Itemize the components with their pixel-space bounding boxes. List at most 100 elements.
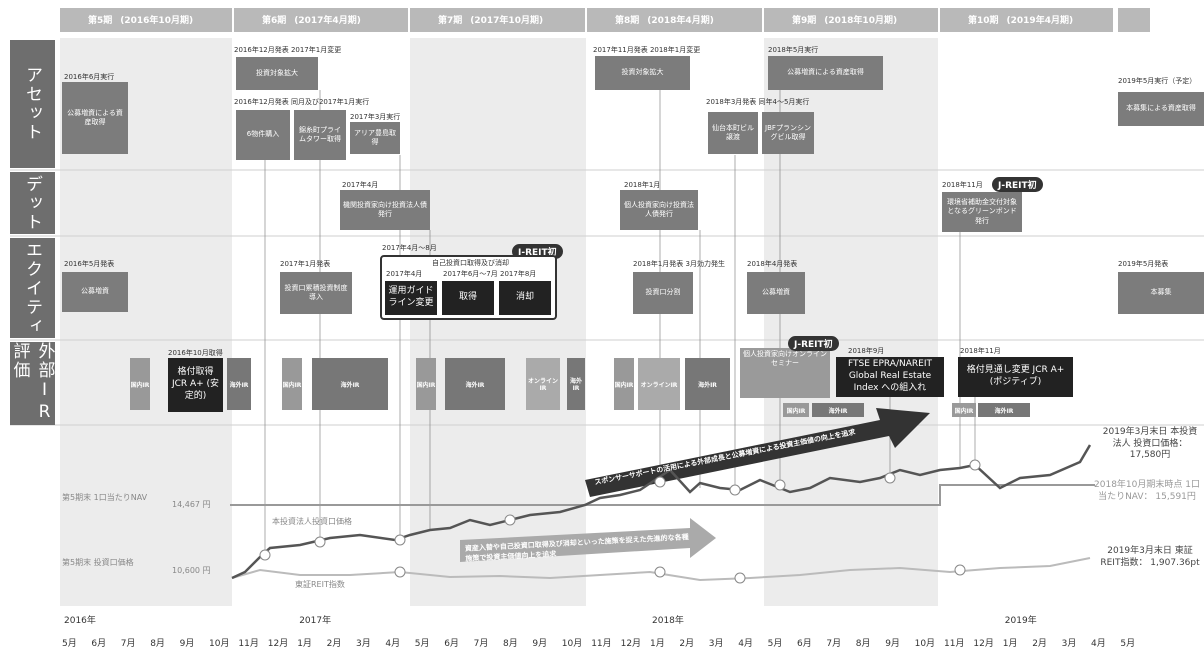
- month-label: 4月: [385, 636, 400, 649]
- event-box: 公募増資による資産取得: [62, 82, 128, 154]
- ir-box: 海外IR: [227, 358, 251, 410]
- month-label: 5月: [1120, 636, 1135, 649]
- event-box: 本募集による資産取得: [1118, 92, 1204, 126]
- month-label: 10月: [915, 636, 935, 649]
- event-box: 個人投資家向け投資法人債発行: [620, 190, 698, 230]
- period-term: (2017年4月期): [294, 16, 361, 26]
- step-date: 2017年6月〜7月: [443, 269, 498, 279]
- month-label: 2月: [1032, 636, 1047, 649]
- month-label: 1月: [297, 636, 312, 649]
- month-label: 1月: [650, 636, 665, 649]
- period-term: (2016年10月期): [120, 16, 193, 26]
- month-label: 6月: [797, 636, 812, 649]
- month-label: 8月: [503, 636, 518, 649]
- end-label: 2019年3月末日 本投資法人 投資口価格： 17,580円: [1100, 427, 1200, 462]
- month-label: 11月: [944, 636, 964, 649]
- event-box: 機関投資家向け投資法人債発行: [340, 190, 430, 230]
- event-box: FTSE EPRA/NAREIT Global Real Estate Inde…: [836, 357, 944, 397]
- event-box: 公募増資: [62, 272, 128, 312]
- period-name: 第7期: [438, 16, 462, 26]
- end-label: 2019年3月末日 東証REIT指数： 1,907.36pt: [1100, 546, 1200, 569]
- event-box: 錦糸町プライムタワー取得: [294, 110, 346, 160]
- month-label: 9月: [532, 636, 547, 649]
- month-label: 12月: [973, 636, 993, 649]
- month-label: 2月: [679, 636, 694, 649]
- year-label: 2018年: [652, 613, 684, 626]
- event-box: 投資口累積投資制度導入: [280, 272, 352, 314]
- year-label: 2019年: [1005, 613, 1037, 626]
- month-label: 5月: [415, 636, 430, 649]
- event-date: 2016年6月実行: [64, 72, 114, 82]
- ir-box: 海外IR: [978, 403, 1030, 417]
- period-header: 第7期 (2017年10月期): [410, 8, 585, 32]
- event-date: 2019年5月実行（予定）: [1118, 76, 1196, 86]
- month-label: 9月: [885, 636, 900, 649]
- period-header: [1118, 8, 1150, 32]
- period-header: 第5期(2016年10月期): [60, 8, 232, 32]
- event-box: 個人投資家向けオンラインセミナー: [740, 348, 830, 398]
- event-box: 環境省補助金交付対象となるグリーンボンド発行: [942, 192, 1022, 232]
- event-date: 2018年4月発表: [747, 259, 797, 269]
- period-name: 第9期: [792, 16, 816, 26]
- ir-box: 海外IR: [445, 358, 505, 410]
- label: 10,600 円: [172, 566, 211, 576]
- event-box: 公募増資: [747, 272, 805, 314]
- event-box: 格付取得 JCR A+ (安定的): [168, 358, 223, 412]
- event-date: 2018年5月実行: [768, 45, 818, 55]
- label: 第5期末 1口当たりNAV: [62, 493, 152, 503]
- row-label: 外部IR評価: [10, 342, 55, 425]
- row-label: デット: [10, 172, 55, 234]
- badge: J-REIT初: [992, 177, 1043, 192]
- ir-box: 海外IR: [685, 358, 730, 410]
- event-date: 2017年1月発表: [280, 259, 330, 269]
- month-label: 6月: [444, 636, 459, 649]
- month-label: 6月: [91, 636, 106, 649]
- month-label: 11月: [238, 636, 258, 649]
- badge: J-REIT初: [788, 336, 839, 351]
- event-date: 2016年12月発表 2017年1月変更: [234, 45, 341, 55]
- month-label: 4月: [1091, 636, 1106, 649]
- period-name: 第10期: [968, 16, 999, 26]
- month-label: 12月: [621, 636, 641, 649]
- month-label: 1月: [1003, 636, 1018, 649]
- step-date: 2017年4月: [386, 269, 422, 279]
- period-term: (2018年4月期): [647, 16, 714, 26]
- event-box: 6物件購入: [236, 110, 290, 160]
- event-date: 2016年10月取得: [168, 348, 223, 358]
- year-label: 2017年: [299, 613, 331, 626]
- ir-box: 国内IR: [614, 358, 634, 410]
- month-label: 3月: [709, 636, 724, 649]
- period-name: 第8期: [615, 16, 639, 26]
- event-date: 2018年3月発表 同年4〜5月実行: [706, 97, 809, 107]
- month-label: 5月: [62, 636, 77, 649]
- step-box: 消却: [499, 281, 551, 315]
- event-box: 投資対象拡大: [236, 57, 318, 90]
- step-box: 運用ガイドライン変更: [385, 281, 437, 315]
- month-label: 2月: [327, 636, 342, 649]
- month-label: 5月: [768, 636, 783, 649]
- year-label: 2016年: [64, 613, 96, 626]
- month-label: 7月: [474, 636, 489, 649]
- ir-box: 国内IR: [130, 358, 150, 410]
- ir-box: 国内IR: [416, 358, 436, 410]
- event-date: 2018年11月: [942, 180, 983, 190]
- ir-box: 国内IR: [282, 358, 302, 410]
- ir-box: 海外IR: [312, 358, 388, 410]
- month-label: 7月: [121, 636, 136, 649]
- ir-box: 海外IR: [812, 403, 864, 417]
- event-box: 本募集: [1118, 272, 1204, 314]
- event-box: アリア豊島取得: [350, 122, 400, 154]
- event-date: 2017年4月: [342, 180, 378, 190]
- event-box: 仙台本町ビル譲渡: [708, 112, 758, 154]
- event-box: 格付見通し変更 JCR A+ (ポジティブ): [958, 357, 1073, 397]
- label: 東証REIT指数: [295, 580, 345, 590]
- end-label: 2018年10月期末時点 1口当たりNAV： 15,591円: [1090, 480, 1204, 503]
- month-label: 7月: [826, 636, 841, 649]
- nav-line: [230, 485, 1095, 505]
- period-term: (2017年10月期): [470, 16, 543, 26]
- ir-box: 海外IR: [567, 358, 585, 410]
- event-box: 公募増資による資産取得: [768, 56, 883, 90]
- month-label: 11月: [591, 636, 611, 649]
- month-label: 10月: [562, 636, 582, 649]
- label: 14,467 円: [172, 500, 211, 510]
